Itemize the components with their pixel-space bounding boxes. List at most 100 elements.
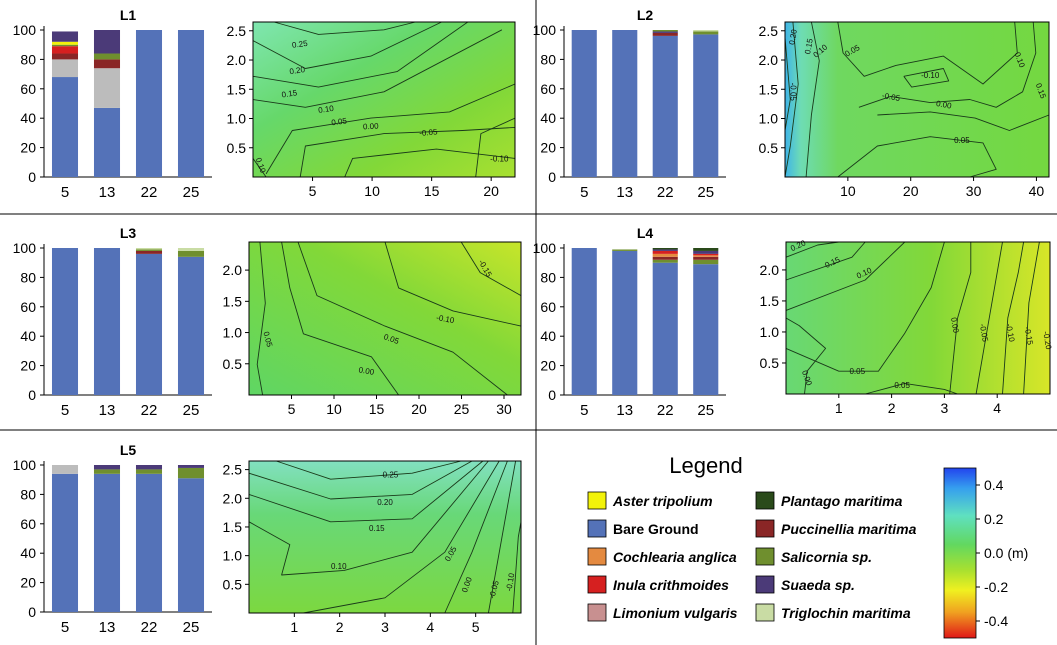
x-tick-label: 13 [616,402,633,419]
contour-frame [248,241,522,396]
colorbar-tick-label: -0.4 [984,613,1008,629]
y-tick-label: 1.0 [223,325,243,341]
y-tick-label: 2.0 [227,52,247,68]
y-tick-label: 0 [28,169,36,185]
x-tick-label: 2 [336,619,344,635]
x-tick-label: 5 [309,183,317,199]
contour-label: 0.25 [291,39,308,50]
bar-segment-bare-ground [693,34,719,177]
y-tick-label: 2.5 [223,462,243,478]
contour-label: 0.10 [331,562,347,571]
contour-line [785,241,866,281]
legend-item-inula-crithmoides: Inula crithmoides [587,575,729,594]
y-tick-label: 40 [20,110,36,126]
colorbar-tick-label: 0.4 [984,477,1004,493]
contour-label: 0.15 [369,524,385,533]
contour-frame [252,21,516,178]
bar-chart-l4: L4 0 20 40 60 80 100 5 13 22 25 [533,225,726,419]
bar-segment-bare-ground [652,35,678,177]
contour-label: 0.05 [894,381,910,390]
y-tick-label: 80 [20,51,36,67]
x-tick-label: 30 [496,401,512,417]
contour-label: 0.20 [289,65,306,76]
bar-segment-salicornia-sp [652,30,678,32]
contour-line [252,29,503,108]
bar-segment-bare-ground [135,473,163,612]
legend-label: Aster tripolium [612,493,713,509]
bar-segment-puccinellia-maritima [135,250,163,254]
panel-title-l5: L5 [120,442,137,458]
contour-line [384,241,522,327]
y-tick-label: 100 [533,22,557,38]
bar-segment-grey [93,68,121,108]
y-tick-label: 60 [540,299,556,315]
bar-chart-l2: L2 0 20 40 60 80 100 5 13 22 25 [533,7,726,201]
x-tick-label: 15 [424,183,440,199]
colorbar-ticks: 0.4 0.2 0.0 (m) -0.2 -0.4 [976,477,1028,629]
bar-segment-bare-ground [51,473,79,612]
contour-line [785,241,906,311]
y-tick-label: 100 [13,240,37,256]
x-tick-label: 25 [183,619,200,636]
x-tick-label: 13 [99,619,116,636]
x-tick-label: 5 [472,619,480,635]
x-tick-label: 25 [454,401,470,417]
y-tick-label: 20 [20,140,36,156]
x-tick-label: 5 [288,401,296,417]
bar-segment-bare-ground [51,77,79,177]
x-tick-label: 1 [290,619,298,635]
contour-line [265,83,516,175]
panel-title-l4: L4 [637,225,654,241]
y-tick-label: 1.5 [227,81,247,97]
bar-segment-bare-ground [177,30,205,177]
legend-swatch [755,547,775,566]
x-tick-label: 30 [966,183,982,199]
y-tick-label: 0.5 [760,355,780,371]
legend-swatch [587,603,607,622]
contour-line [444,460,508,614]
bar-segment-bare-ground [693,264,719,395]
legend-label: Salicornia sp. [781,549,872,565]
legend-item-salicornia-sp: Salicornia sp. [755,547,872,566]
x-tick-label: 13 [616,184,633,201]
legend-item-limonium-vulgaris: Limonium vulgaris [587,603,738,622]
y-tick-label: 100 [13,22,37,38]
bar-segment-puccinellia-maritima [652,32,678,36]
colorbar: 0.4 0.2 0.0 (m) -0.2 -0.4 [943,467,1028,639]
contour-line [949,242,972,395]
y-tick-label: 1.0 [227,111,247,127]
contour-label: -0.10 [1004,323,1016,343]
contour-label: 0.20 [377,498,393,507]
y-tick-label: 1.0 [760,324,780,340]
y-tick-label: 60 [540,81,556,97]
bar-segment-salicornia-sp [135,469,163,474]
y-tick-label: 1.5 [760,293,780,309]
bar-segment-bare-ground [93,107,121,177]
contour-line [297,241,508,396]
contour-label: 0.20 [787,28,799,45]
contour-fill [786,242,1050,394]
legend-swatch [755,491,775,510]
x-tick-label: 4 [426,619,434,635]
x-tick-label: 22 [141,619,158,636]
bar-segment-inula-crithmoides [51,46,79,54]
contour-label: -0.05 [881,91,901,103]
contour-line [975,241,1003,395]
bar-segment-salicornia-sp [135,249,163,251]
legend-label: Cochlearia anglica [613,549,737,565]
bar-segment-triglochin-maritima [177,248,205,251]
bar-segment-salicornia-sp [693,31,719,35]
contour-maps: 0.250.200.150.100.05 0.00-0.05-0.100.100.… [223,21,1054,635]
panel-title-l1: L1 [120,7,137,23]
contour-line [785,241,945,372]
legend-label: Limonium vulgaris [613,605,738,621]
y-tick-label: 40 [540,110,556,126]
contour-map-l4: 0.200.150.100.050.00 0.050.00 -0.05 -0.10 -0… [760,238,1054,416]
bar-segment-bare-ground [135,30,163,177]
contour-map-l1: 0.250.200.150.100.05 0.00-0.05-0.100.100.… [227,21,516,199]
bar-segment-bare-ground [612,250,638,395]
x-tick-label: 10 [326,401,342,417]
bar-segment-salicornia-sp [93,53,121,60]
legend-swatch [587,547,607,566]
y-tick-label: 20 [540,140,556,156]
